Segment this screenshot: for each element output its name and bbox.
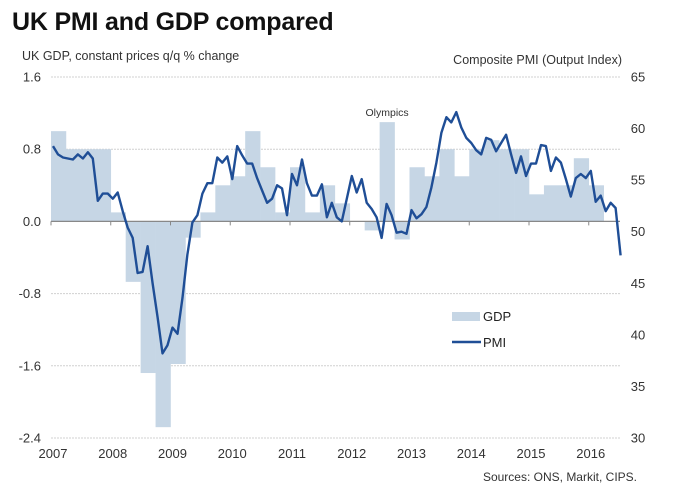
x-tick-label: 2014	[457, 446, 486, 461]
gdp-bar	[588, 185, 604, 222]
olympics-annotation: Olympics	[366, 107, 409, 119]
x-tick-label: 2009	[158, 446, 187, 461]
left-y-tick-label: -2.4	[19, 431, 41, 446]
x-tick-label: 2008	[98, 446, 127, 461]
left-axis-label: UK GDP, constant prices q/q % change	[22, 49, 240, 63]
gdp-bar	[543, 185, 560, 222]
legend-gdp-label: GDP	[483, 309, 511, 324]
left-y-ticks: 1.6 0.8 0.0 -0.8 -1.6 -2.4	[19, 70, 41, 446]
gdp-bar	[379, 122, 395, 222]
x-tick-label: 2007	[39, 446, 68, 461]
gdp-bar	[95, 149, 112, 222]
gdp-bar	[51, 131, 67, 222]
gdp-bar	[155, 221, 171, 428]
left-y-tick-label: 0.8	[23, 142, 41, 157]
gdp-bar	[304, 212, 321, 222]
left-y-tick-label: 1.6	[23, 70, 41, 85]
x-tick-label: 2016	[576, 446, 605, 461]
gdp-bar	[364, 221, 380, 231]
x-tick-label: 2015	[517, 446, 546, 461]
gdp-bar	[275, 212, 291, 222]
right-y-tick-label: 30	[631, 431, 645, 446]
right-y-tick-label: 35	[631, 379, 645, 394]
x-tick-label: 2013	[397, 446, 426, 461]
chart-title: UK PMI and GDP compared	[12, 8, 334, 36]
source-note: Sources: ONS, Markit, CIPS.	[482, 470, 637, 484]
x-tick-label: 2010	[218, 446, 247, 461]
gdp-bar	[454, 176, 470, 222]
gdp-bar	[200, 212, 216, 222]
x-tick-label: 2012	[337, 446, 366, 461]
gdp-bar	[245, 131, 261, 222]
right-y-ticks: 65 60 55 50 45 40 35 30	[631, 70, 645, 446]
right-y-tick-label: 50	[631, 224, 645, 239]
gdp-bars	[51, 122, 604, 428]
gdp-bar	[65, 149, 82, 222]
gdp-bar	[185, 221, 201, 238]
right-y-tick-label: 65	[631, 70, 645, 85]
legend-pmi-label: PMI	[483, 335, 506, 350]
gdp-bar	[260, 167, 276, 222]
gdp-bar	[424, 176, 440, 222]
gdp-bar	[215, 185, 231, 222]
left-y-tick-label: 0.0	[23, 214, 41, 229]
right-y-tick-label: 45	[631, 276, 645, 291]
gdp-bar	[80, 149, 97, 222]
gdp-bar	[230, 176, 246, 222]
gdp-bar	[334, 203, 351, 222]
gdp-bar	[484, 140, 500, 222]
legend-gdp-swatch	[452, 312, 480, 321]
left-y-tick-label: -1.6	[19, 358, 41, 373]
right-y-tick-label: 55	[631, 173, 645, 188]
right-y-tick-label: 60	[631, 121, 645, 136]
gdp-bar	[110, 212, 126, 222]
pmi-line	[51, 110, 622, 355]
gdp-bar	[439, 149, 455, 222]
gdp-bar	[573, 158, 590, 222]
gdp-bar	[529, 194, 545, 222]
right-y-tick-label: 40	[631, 327, 645, 342]
x-ticks: 2007 2008 2009 2010 2011 2012 2013 2014 2015 2016	[39, 446, 606, 461]
right-axis-label: Composite PMI (Output Index)	[453, 53, 622, 67]
gdp-bar	[394, 221, 410, 240]
gdp-bar	[469, 149, 485, 222]
gdp-bar	[499, 149, 515, 222]
pmi-line-group	[51, 110, 622, 355]
gdp-bar	[409, 167, 425, 222]
left-y-tick-label: -0.8	[19, 286, 41, 301]
legend: GDP PMI	[452, 309, 511, 350]
x-tick-label: 2011	[278, 446, 306, 461]
